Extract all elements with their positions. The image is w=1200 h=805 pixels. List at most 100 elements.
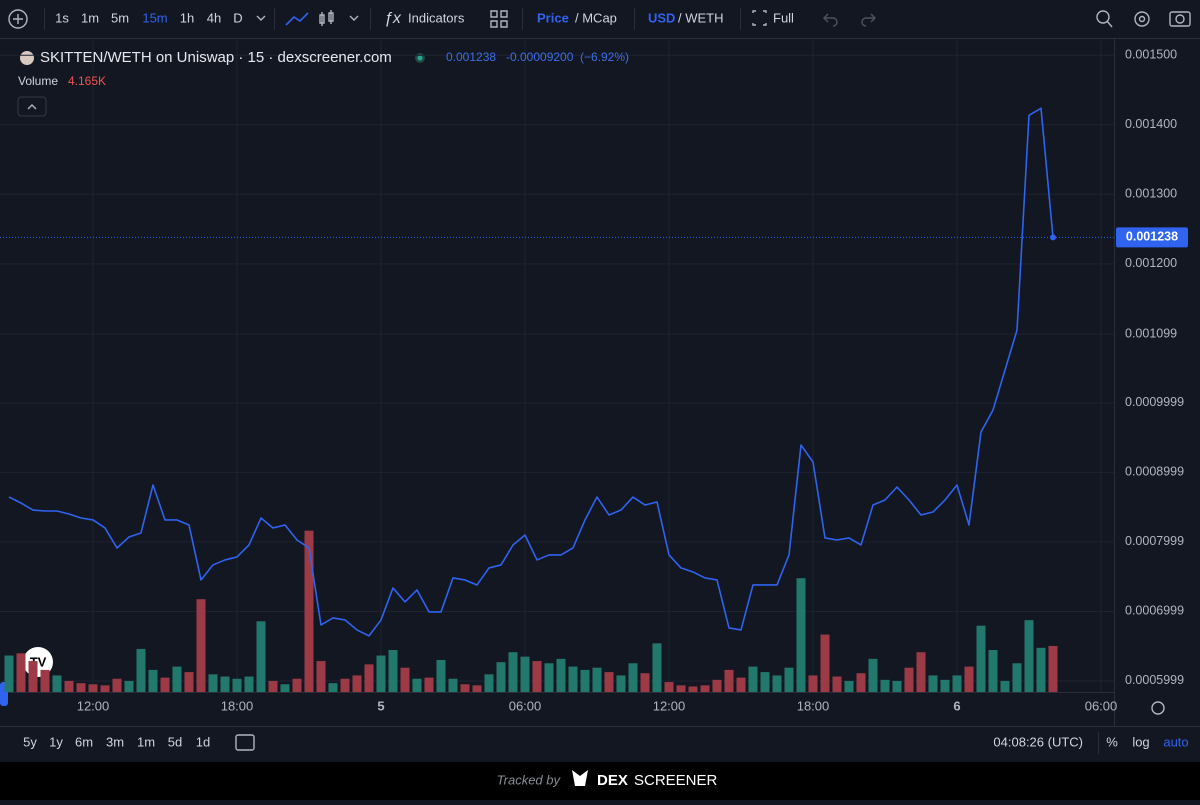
- scale-option[interactable]: auto: [1163, 734, 1188, 749]
- interval-button[interactable]: D: [233, 10, 242, 25]
- volume-bar: [52, 675, 62, 692]
- interval-button[interactable]: 1s: [55, 10, 69, 25]
- volume-bar: [652, 643, 662, 692]
- volume-bar: [256, 621, 266, 692]
- time-axis-border: [0, 692, 1114, 693]
- volume-bar: [352, 675, 362, 692]
- volume-bar: [64, 680, 74, 692]
- volume-bar: [700, 685, 710, 692]
- date-range-icon[interactable]: [235, 734, 255, 751]
- y-tick-label: 0.001099: [1125, 326, 1177, 340]
- volume-bar: [928, 675, 938, 692]
- volume-bar: [964, 666, 974, 692]
- settings-icon[interactable]: [1134, 11, 1150, 27]
- y-tick-label: 0.001400: [1125, 117, 1177, 131]
- range-button[interactable]: 3m: [106, 734, 124, 749]
- bottom-border: [0, 726, 1200, 727]
- volume-bar: [748, 666, 758, 692]
- candle-icon[interactable]: [319, 10, 334, 26]
- volume-bar: [268, 680, 278, 692]
- range-button[interactable]: 1m: [137, 734, 155, 749]
- undo-icon[interactable]: [823, 13, 838, 27]
- price-toggle[interactable]: Price: [537, 10, 569, 25]
- clock: 04:08:26 (UTC): [993, 734, 1083, 749]
- separator: [522, 8, 523, 30]
- layout-icon[interactable]: [490, 10, 508, 28]
- volume-label: Volume: [18, 74, 58, 88]
- x-tick-label: 06:00: [509, 698, 542, 713]
- volume-bar: [220, 676, 230, 692]
- interval-button[interactable]: 1m: [81, 10, 99, 25]
- volume-bar: [196, 599, 206, 692]
- scale-option[interactable]: %: [1106, 734, 1118, 749]
- alert-icon-handle: [1106, 20, 1113, 28]
- interval-button[interactable]: 15m: [142, 10, 167, 25]
- volume-bar: [172, 666, 182, 692]
- usd-toggle[interactable]: USD: [648, 10, 675, 25]
- alert-icon[interactable]: [1096, 10, 1110, 24]
- volume-bar: [484, 674, 494, 692]
- indicators-button[interactable]: Indicators: [408, 10, 465, 25]
- x-tick-label: 12:00: [653, 698, 686, 713]
- settings-icon-core: [1138, 15, 1146, 23]
- volume-bar: [604, 672, 614, 692]
- volume-bar: [28, 661, 38, 692]
- volume-bar: [112, 678, 122, 692]
- add-icon[interactable]: [8, 9, 28, 29]
- interval-chevron[interactable]: [256, 15, 266, 21]
- volume-bar: [916, 652, 926, 692]
- separator: [634, 8, 635, 30]
- full-button[interactable]: Full: [773, 10, 794, 25]
- volume-bar: [184, 672, 194, 692]
- price-axis-border: [1114, 39, 1115, 726]
- interval-button[interactable]: 4h: [207, 10, 221, 25]
- range-button[interactable]: 5y: [23, 734, 37, 749]
- volume-bar: [400, 667, 410, 692]
- volume-bar: [508, 652, 518, 692]
- volume-bar: [940, 679, 950, 692]
- axis-settings-icon[interactable]: [1151, 701, 1165, 715]
- volume-bar: [592, 667, 602, 692]
- collapse-chevron: [27, 104, 37, 110]
- fx-icon[interactable]: ƒx: [384, 10, 402, 27]
- volume-bar: [448, 678, 458, 692]
- separators: [44, 8, 741, 30]
- volume-bar: [712, 679, 722, 692]
- line-chart-icon[interactable]: [285, 12, 309, 26]
- volume-bar: [424, 677, 434, 692]
- footer-brand-bold[interactable]: DEX: [597, 772, 628, 789]
- volume-bar: [676, 685, 686, 692]
- volume-bar: [640, 673, 650, 692]
- camera-lens: [1175, 14, 1185, 24]
- volume-bar: [460, 684, 470, 692]
- footer-brand[interactable]: SCREENER: [634, 772, 718, 789]
- interval-button[interactable]: 5m: [111, 10, 129, 25]
- range-button[interactable]: 1y: [49, 734, 63, 749]
- volume-bar: [376, 655, 386, 692]
- y-tick-label: 0.0006999: [1125, 604, 1184, 618]
- redo-icon[interactable]: [861, 13, 876, 27]
- full-icon[interactable]: [752, 10, 767, 26]
- volume-bar: [1048, 645, 1058, 692]
- volume-bar: [856, 673, 866, 692]
- range-button[interactable]: 6m: [75, 734, 93, 749]
- range-button[interactable]: 5d: [168, 734, 182, 749]
- volume-bar: [880, 679, 890, 692]
- price-tag-label: 0.001238: [1126, 230, 1178, 244]
- volume-bar: [556, 658, 566, 692]
- mcap-toggle[interactable]: / MCap: [575, 10, 617, 25]
- collapse-button[interactable]: [17, 96, 47, 117]
- range-button[interactable]: 1d: [196, 734, 210, 749]
- camera-icon[interactable]: [1169, 11, 1191, 27]
- footer-tracked: Tracked by: [497, 772, 562, 787]
- scale-option[interactable]: log: [1132, 734, 1149, 749]
- volume-bar: [784, 667, 794, 692]
- volume-bar: [820, 634, 830, 692]
- volume-bar: [436, 659, 446, 692]
- volume-bar: [988, 650, 998, 692]
- interval-button[interactable]: 1h: [180, 10, 194, 25]
- volume-bar: [340, 678, 350, 692]
- weth-toggle[interactable]: / WETH: [678, 10, 724, 25]
- volume-bar: [628, 663, 638, 692]
- type-chevron[interactable]: [349, 15, 359, 21]
